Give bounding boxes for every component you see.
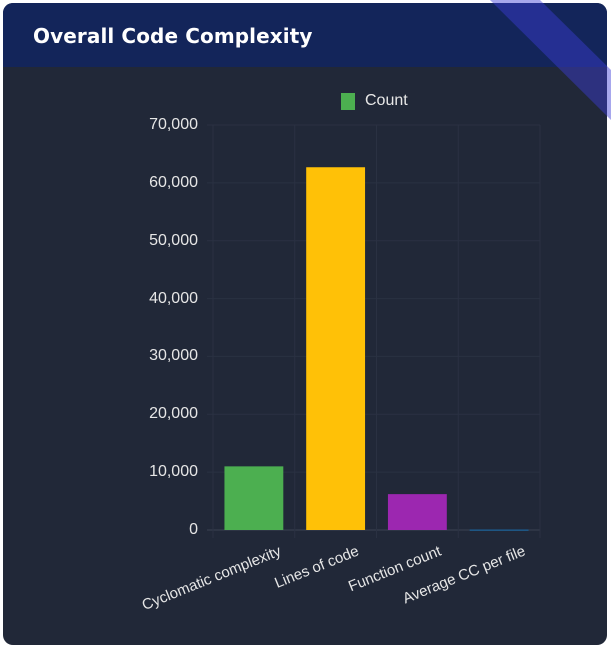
y-tick-label: 50,000 <box>149 231 198 249</box>
card-title: Overall Code Complexity <box>33 24 313 48</box>
y-tick-label: 20,000 <box>149 405 198 423</box>
y-tick-label: 40,000 <box>149 289 198 307</box>
bar-function-count[interactable] <box>387 494 447 530</box>
bar-average-cc-per-file[interactable] <box>469 529 529 531</box>
bar-lines-of-code[interactable] <box>306 167 366 530</box>
y-tick-label: 60,000 <box>149 173 198 191</box>
bar-cyclomatic-complexity[interactable] <box>224 466 284 530</box>
card-header: Overall Code Complexity <box>3 3 607 67</box>
y-tick-label: 0 <box>189 521 198 538</box>
chart-legend[interactable]: Count <box>341 92 408 110</box>
chart-card: Overall Code Complexity <box>3 3 607 645</box>
y-tick-label: 70,000 <box>149 116 198 133</box>
y-tick-label: 10,000 <box>149 463 198 481</box>
y-tick-label: 30,000 <box>149 347 198 365</box>
legend-label: Count <box>365 92 408 109</box>
legend-swatch <box>341 92 355 110</box>
